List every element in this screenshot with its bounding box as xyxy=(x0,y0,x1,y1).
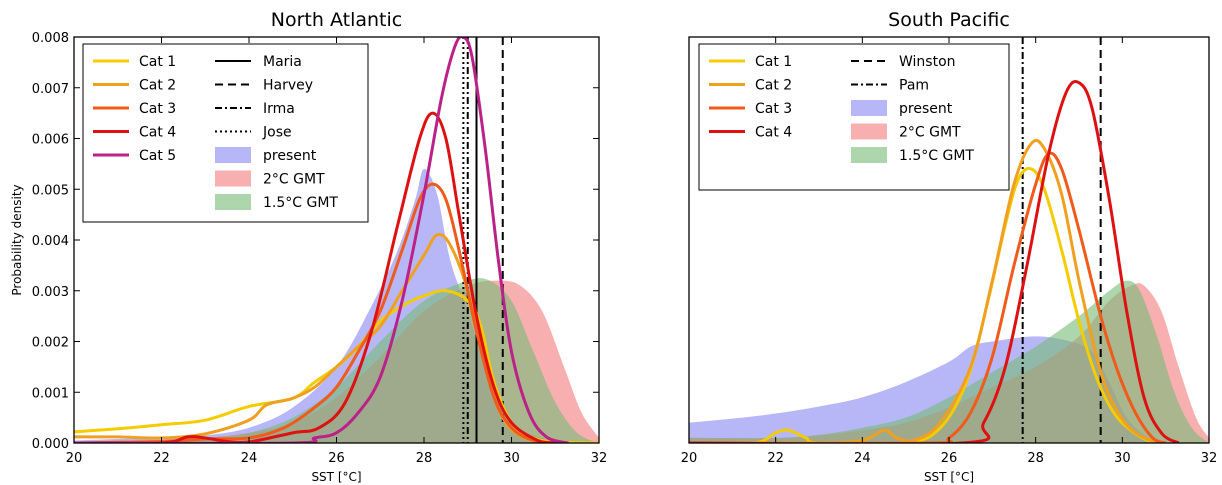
legend-label: Cat 5 xyxy=(139,148,176,164)
y-tick-label: 0.007 xyxy=(32,82,69,97)
series-cat-4 xyxy=(74,111,556,443)
chart-title: North Atlantic xyxy=(271,9,402,31)
legend-label: 1.5°C GMT xyxy=(263,195,338,211)
legend-label: 1.5°C GMT xyxy=(899,148,974,164)
legend-swatch-2-c-gmt xyxy=(215,170,251,187)
plot-area xyxy=(74,37,599,443)
y-tick-label: 0.002 xyxy=(32,336,69,351)
x-tick-label: 32 xyxy=(591,451,608,466)
y-tick-label: 0.001 xyxy=(32,386,69,401)
series-cat-5 xyxy=(74,37,569,443)
x-tick-label: 20 xyxy=(681,451,698,466)
legend-swatch-1.5-c-gmt xyxy=(851,147,887,163)
legend-label: Maria xyxy=(263,54,302,70)
x-tick-label: 24 xyxy=(854,451,871,466)
y-tick-label: 0.003 xyxy=(32,285,69,300)
legend-label: 2°C GMT xyxy=(899,125,961,141)
legend-label: Cat 1 xyxy=(139,54,176,70)
chart-panel-2: 20 22 24 26 28 30 32 South Pacific SST [°C] Cat 1… xyxy=(681,9,1218,484)
legend-label: Cat 1 xyxy=(755,54,792,70)
legend-box xyxy=(82,43,369,223)
legend-label: Harvey xyxy=(263,78,313,94)
legend-label: Irma xyxy=(263,101,295,117)
legend-label: Cat 2 xyxy=(139,78,176,94)
legend-label: Winston xyxy=(899,54,956,70)
legend-label: Cat 4 xyxy=(755,125,792,141)
x-tick-label: 24 xyxy=(241,451,258,466)
x-tick-label: 22 xyxy=(767,451,784,466)
legend-box xyxy=(698,43,1010,191)
x-tick-label: 30 xyxy=(503,451,520,466)
legend-label: Cat 3 xyxy=(139,101,176,117)
legend-swatch-present xyxy=(851,100,887,116)
legend-swatch-present xyxy=(215,147,251,163)
y-tick-label: 0.000 xyxy=(32,437,69,452)
y-tick-label: 0.004 xyxy=(32,234,69,249)
x-tick-label: 22 xyxy=(153,451,170,466)
chart-panel-1: 20 22 24 26 28 30 32 0.000 0.001 0.002 0.003 0.004 0… xyxy=(10,9,607,484)
legend-label: 2°C GMT xyxy=(263,172,325,188)
chart-title: South Pacific xyxy=(888,9,1010,31)
x-tick-label: 20 xyxy=(66,451,83,466)
legend-label: Jose xyxy=(262,125,292,141)
x-tick-label: 32 xyxy=(1201,451,1218,466)
series-cat-4 xyxy=(689,80,1180,443)
legend-swatch-2-c-gmt xyxy=(851,123,887,140)
x-axis-label: SST [°C] xyxy=(311,470,361,484)
y-tick-label: 0.006 xyxy=(32,133,69,148)
legend-label: present xyxy=(899,101,953,117)
x-tick-label: 28 xyxy=(1027,451,1044,466)
legend: Cat 1 Cat 2 Cat 3 Cat 4 Cat 5 Maria Harvey Irma… xyxy=(82,43,369,223)
y-tick-label: 0.008 xyxy=(32,31,69,46)
legend-label: Cat 2 xyxy=(755,78,792,94)
legend-label: Cat 4 xyxy=(139,125,176,141)
x-tick-label: 26 xyxy=(941,451,958,466)
legend-label: Cat 3 xyxy=(755,101,792,117)
x-tick-label: 28 xyxy=(416,451,433,466)
y-axis-label: Probability density xyxy=(10,184,24,295)
legend-swatch-1.5-c-gmt xyxy=(215,194,251,210)
x-tick-label: 30 xyxy=(1114,451,1131,466)
legend: Cat 1 Cat 2 Cat 3 Cat 4 Winston Pam present 2°C… xyxy=(698,43,1010,191)
x-tick-label: 26 xyxy=(328,451,345,466)
legend-label: present xyxy=(263,148,317,164)
x-axis-label: SST [°C] xyxy=(924,470,974,484)
legend-label: Pam xyxy=(899,78,929,94)
y-tick-label: 0.005 xyxy=(32,183,69,198)
series-cat-2 xyxy=(689,138,1158,443)
